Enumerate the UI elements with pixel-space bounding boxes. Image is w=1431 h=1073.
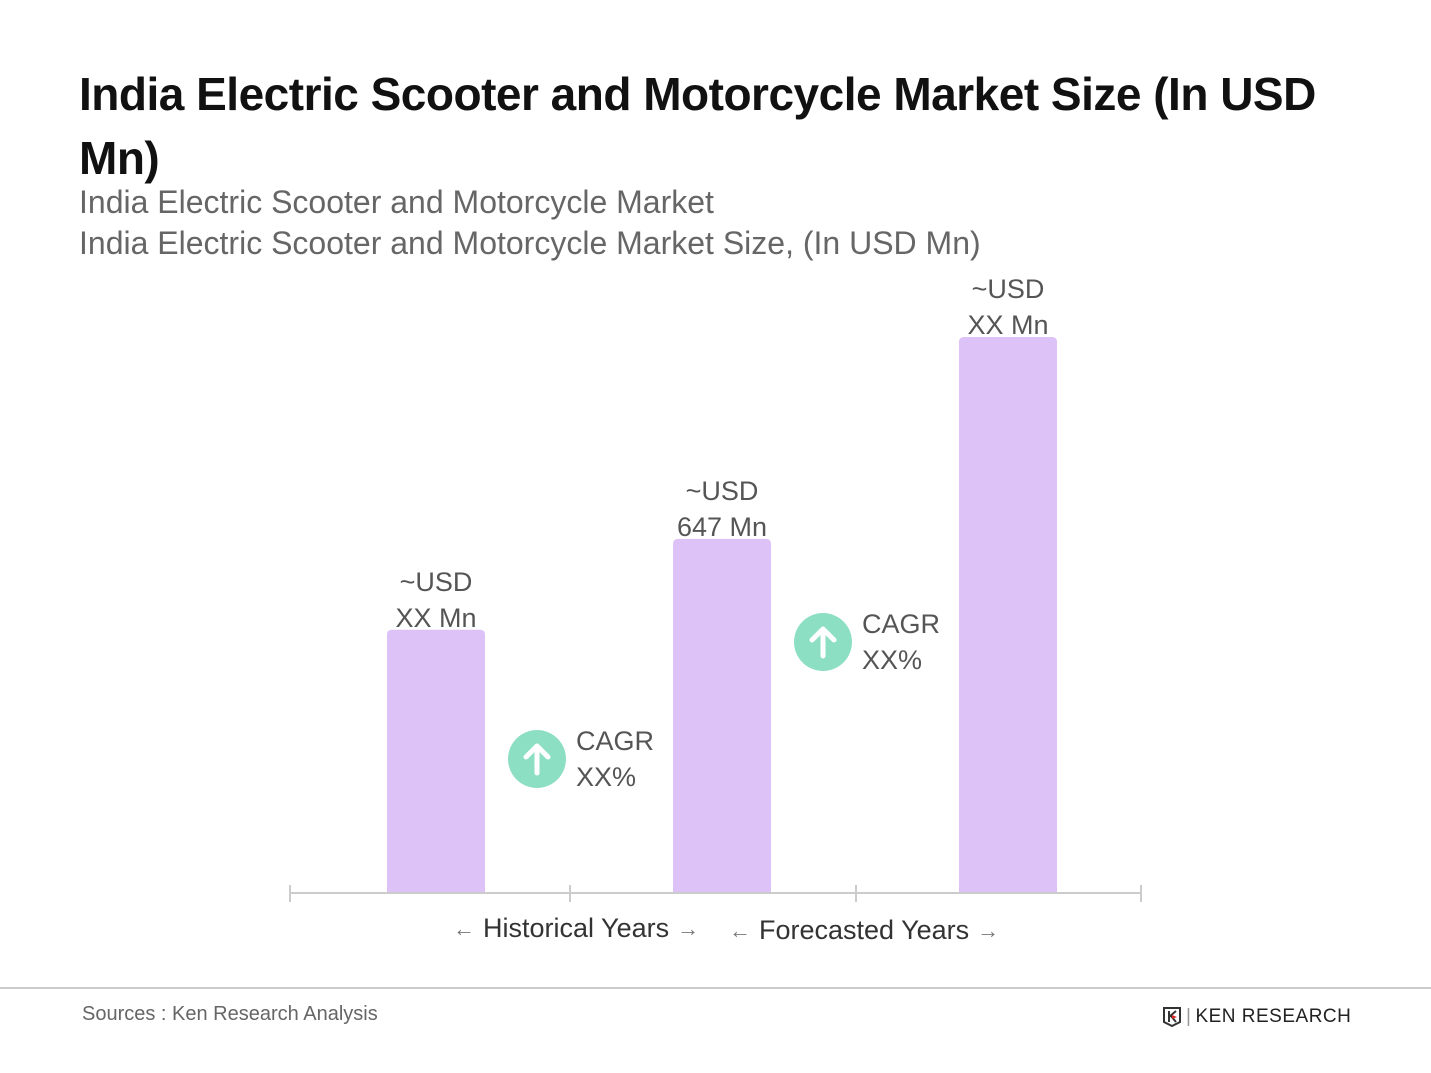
data-label-value: XX Mn (395, 602, 477, 633)
bar-data-label: ~USD XX Mn (928, 271, 1088, 343)
bar-2 (959, 337, 1057, 893)
cagr-label: CAGR (862, 609, 941, 639)
arrow-up-icon (794, 613, 852, 671)
cagr-value: XX% (862, 645, 923, 675)
source-note: Sources : Ken Research Analysis (82, 1003, 378, 1025)
footer-divider (0, 987, 1431, 989)
arrow-left-icon: ← (453, 915, 475, 941)
forecasted-years-text: Forecasted Years (759, 915, 970, 945)
bar-1 (673, 538, 771, 893)
cagr-value: XX% (576, 762, 637, 792)
chart-subtitle-2: India Electric Scooter and Motorcycle Ma… (79, 225, 981, 261)
logo-text: KEN RESEARCH (1195, 1006, 1352, 1027)
arrow-right-icon: → (677, 915, 700, 941)
arrow-up-icon (508, 730, 566, 788)
cagr-label: CAGR (576, 726, 655, 756)
chart-subtitle: India Electric Scooter and Motorcycle Ma… (79, 184, 714, 220)
data-label-value: XX Mn (967, 310, 1049, 340)
ken-research-logo: | KEN RESEARCH (1162, 1006, 1351, 1028)
bar-data-label: ~USD 647 Mn (642, 473, 802, 545)
bar-0 (387, 629, 485, 893)
historical-years-text: Historical Years (483, 913, 670, 943)
arrow-left-icon: ← (729, 917, 751, 943)
data-label-line1: ~USD (399, 566, 473, 597)
arrow-right-icon: → (977, 917, 1000, 943)
data-label-value: 647 Mn (676, 511, 768, 542)
historical-years-label: ← Historical Years → (453, 913, 699, 944)
forecasted-years-label: ← Forecasted Years → (729, 915, 999, 946)
cagr-annotation-2: CAGR XX% (794, 606, 940, 678)
cagr-annotation-1: CAGR XX% (508, 723, 654, 795)
chart-title: India Electric Scooter and Motorcycle Ma… (79, 68, 1316, 184)
data-label-line1: ~USD (971, 274, 1045, 304)
data-label-line1: ~USD (685, 475, 759, 506)
ken-logo-icon (1163, 1007, 1181, 1028)
bar-data-label: ~USD XX Mn (356, 564, 516, 636)
